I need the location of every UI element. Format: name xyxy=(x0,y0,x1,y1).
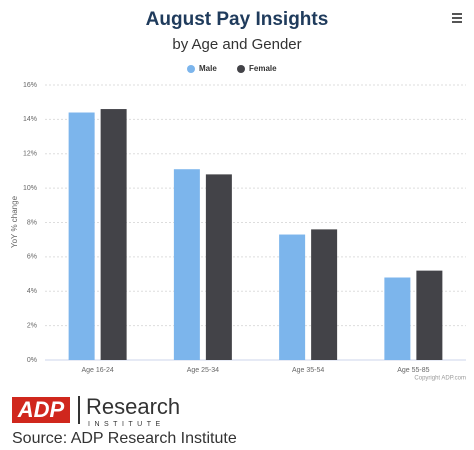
y-tick-label: 4% xyxy=(27,288,37,295)
menu-bar xyxy=(452,13,462,15)
bar xyxy=(416,270,443,360)
bar xyxy=(384,277,411,360)
x-tick-label: Age 35-54 xyxy=(292,367,324,374)
bar xyxy=(279,234,306,360)
bar xyxy=(68,112,95,360)
brand: Research xyxy=(86,394,180,419)
chart-subtitle: by Age and Gender xyxy=(172,36,301,53)
chart-title: August Pay Insights xyxy=(146,9,329,30)
y-tick-label: 0% xyxy=(27,357,37,364)
logo-divider xyxy=(78,396,80,424)
credit: Copyright ADP.com xyxy=(414,376,466,382)
y-tick-label: 6% xyxy=(27,254,37,261)
bar xyxy=(173,169,200,360)
legend-marker xyxy=(237,65,245,73)
menu-bar xyxy=(452,17,462,19)
logo-text: ADP xyxy=(17,397,65,422)
legend-marker xyxy=(187,65,195,73)
bar xyxy=(205,174,232,360)
x-tick-label: Age 55-85 xyxy=(397,367,429,374)
y-axis-title: YoY % change xyxy=(10,195,19,248)
brand-sub: INSTITUTE xyxy=(88,421,165,428)
menu-icon[interactable] xyxy=(452,13,462,23)
y-tick-label: 2% xyxy=(27,322,37,329)
logo-box xyxy=(12,397,70,423)
legend-label: Male xyxy=(199,64,217,73)
adp-logo: ADP xyxy=(12,396,80,424)
legend-label: Female xyxy=(249,64,277,73)
y-tick-label: 16% xyxy=(23,82,37,89)
menu-bar xyxy=(452,21,462,23)
bar xyxy=(311,229,338,360)
x-tick-label: Age 25-34 xyxy=(187,367,219,374)
bar xyxy=(100,109,127,360)
x-tick-label: Age 16-24 xyxy=(81,367,113,374)
y-tick-label: 14% xyxy=(23,116,37,123)
source: Source: ADP Research Institute xyxy=(12,430,237,447)
y-tick-label: 12% xyxy=(23,151,37,158)
y-tick-label: 8% xyxy=(27,219,37,226)
y-tick-label: 10% xyxy=(23,185,37,192)
